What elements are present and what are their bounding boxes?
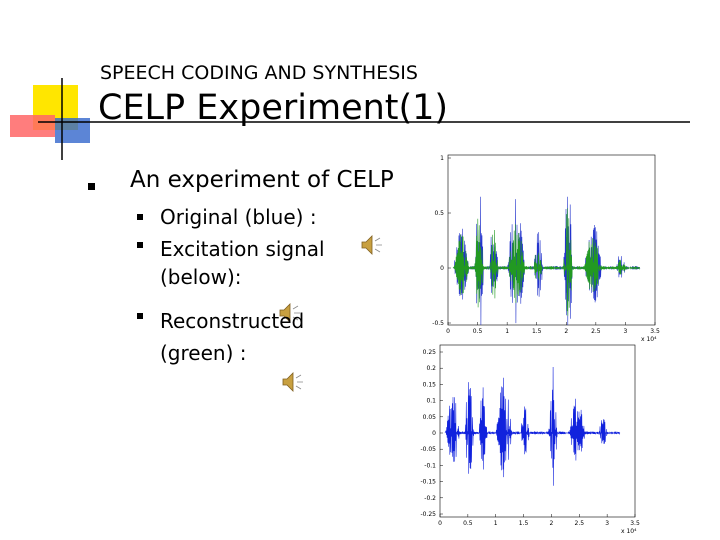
- x-tick-label: 2: [564, 328, 568, 335]
- bullet: [137, 242, 143, 248]
- bullet-main: An experiment of CELP: [130, 167, 394, 193]
- y-tick-label: -0.05: [420, 446, 436, 453]
- y-tick-label: 0.05: [423, 414, 437, 421]
- speaker-icons: [279, 235, 382, 392]
- x-tick-label: 1: [505, 328, 509, 335]
- x-tick-label: 3: [624, 328, 628, 335]
- speaker-waves: [374, 237, 382, 253]
- x-tick-label: 1.5: [532, 328, 542, 335]
- x-tick-label: 2: [550, 520, 554, 527]
- x-tick-label: 1.5: [519, 520, 529, 527]
- bullet: [137, 313, 143, 319]
- x-tick-label: 0.5: [473, 328, 483, 335]
- title: CELP Experiment(1): [98, 88, 449, 128]
- waveform: [452, 208, 641, 316]
- y-tick-label: -0.2: [424, 495, 436, 502]
- y-tick-label: 0.5: [434, 210, 444, 217]
- y-tick-label: -0.1: [424, 462, 436, 469]
- speaker-icon: [361, 235, 373, 255]
- y-tick-label: 0.2: [426, 365, 436, 372]
- x-tick-label: 2.5: [591, 328, 601, 335]
- y-tick-label: 0.25: [423, 349, 437, 356]
- speaker-icon: [282, 372, 294, 392]
- y-tick-label: 1: [440, 155, 444, 162]
- x-tick-label: 2.5: [575, 520, 585, 527]
- y-tick-label: -0.15: [420, 479, 436, 486]
- x-tick-label: 0: [446, 328, 450, 335]
- x-tick-label: 0.5: [463, 520, 473, 527]
- plots: 10.50-0.50 0.5 1 1.5 2 2.5 3 3.5x 10⁴0.250.20.1…: [420, 154, 660, 535]
- red-block: [10, 115, 55, 137]
- speaker-waves: [295, 374, 303, 390]
- speaker-icon: [279, 303, 291, 323]
- plot-frame: [439, 344, 636, 518]
- plot-frame: [447, 154, 656, 326]
- x-tick-label: 1: [494, 520, 498, 527]
- speaker-waves: [292, 305, 300, 321]
- y-tick-label: 0.1: [426, 398, 436, 405]
- axis-exponent: x 10⁴: [621, 528, 637, 535]
- y-tick-label: 0: [432, 430, 436, 437]
- axis-exponent: x 10⁴: [641, 336, 657, 343]
- bullet-item: Excitation signal (below):: [160, 237, 325, 289]
- y-tick-label: -0.5: [432, 320, 444, 327]
- x-tick-label: 3.5: [650, 328, 660, 335]
- bullet-item: Original (blue) :: [160, 205, 317, 229]
- bullet-item: Reconstructed (green) :: [160, 309, 305, 365]
- x-tick-label: 0: [438, 520, 442, 527]
- bullet: [137, 214, 143, 220]
- subtitle: SPEECH CODING AND SYNTHESIS: [100, 62, 418, 84]
- y-tick-label: 0.15: [423, 381, 437, 388]
- y-tick-label: -0.25: [420, 511, 436, 518]
- x-tick-label: 3: [605, 520, 609, 527]
- waveform: [444, 366, 621, 486]
- y-tick-label: 0: [440, 265, 444, 272]
- bullet: [88, 183, 95, 190]
- x-tick-label: 3.5: [630, 520, 640, 527]
